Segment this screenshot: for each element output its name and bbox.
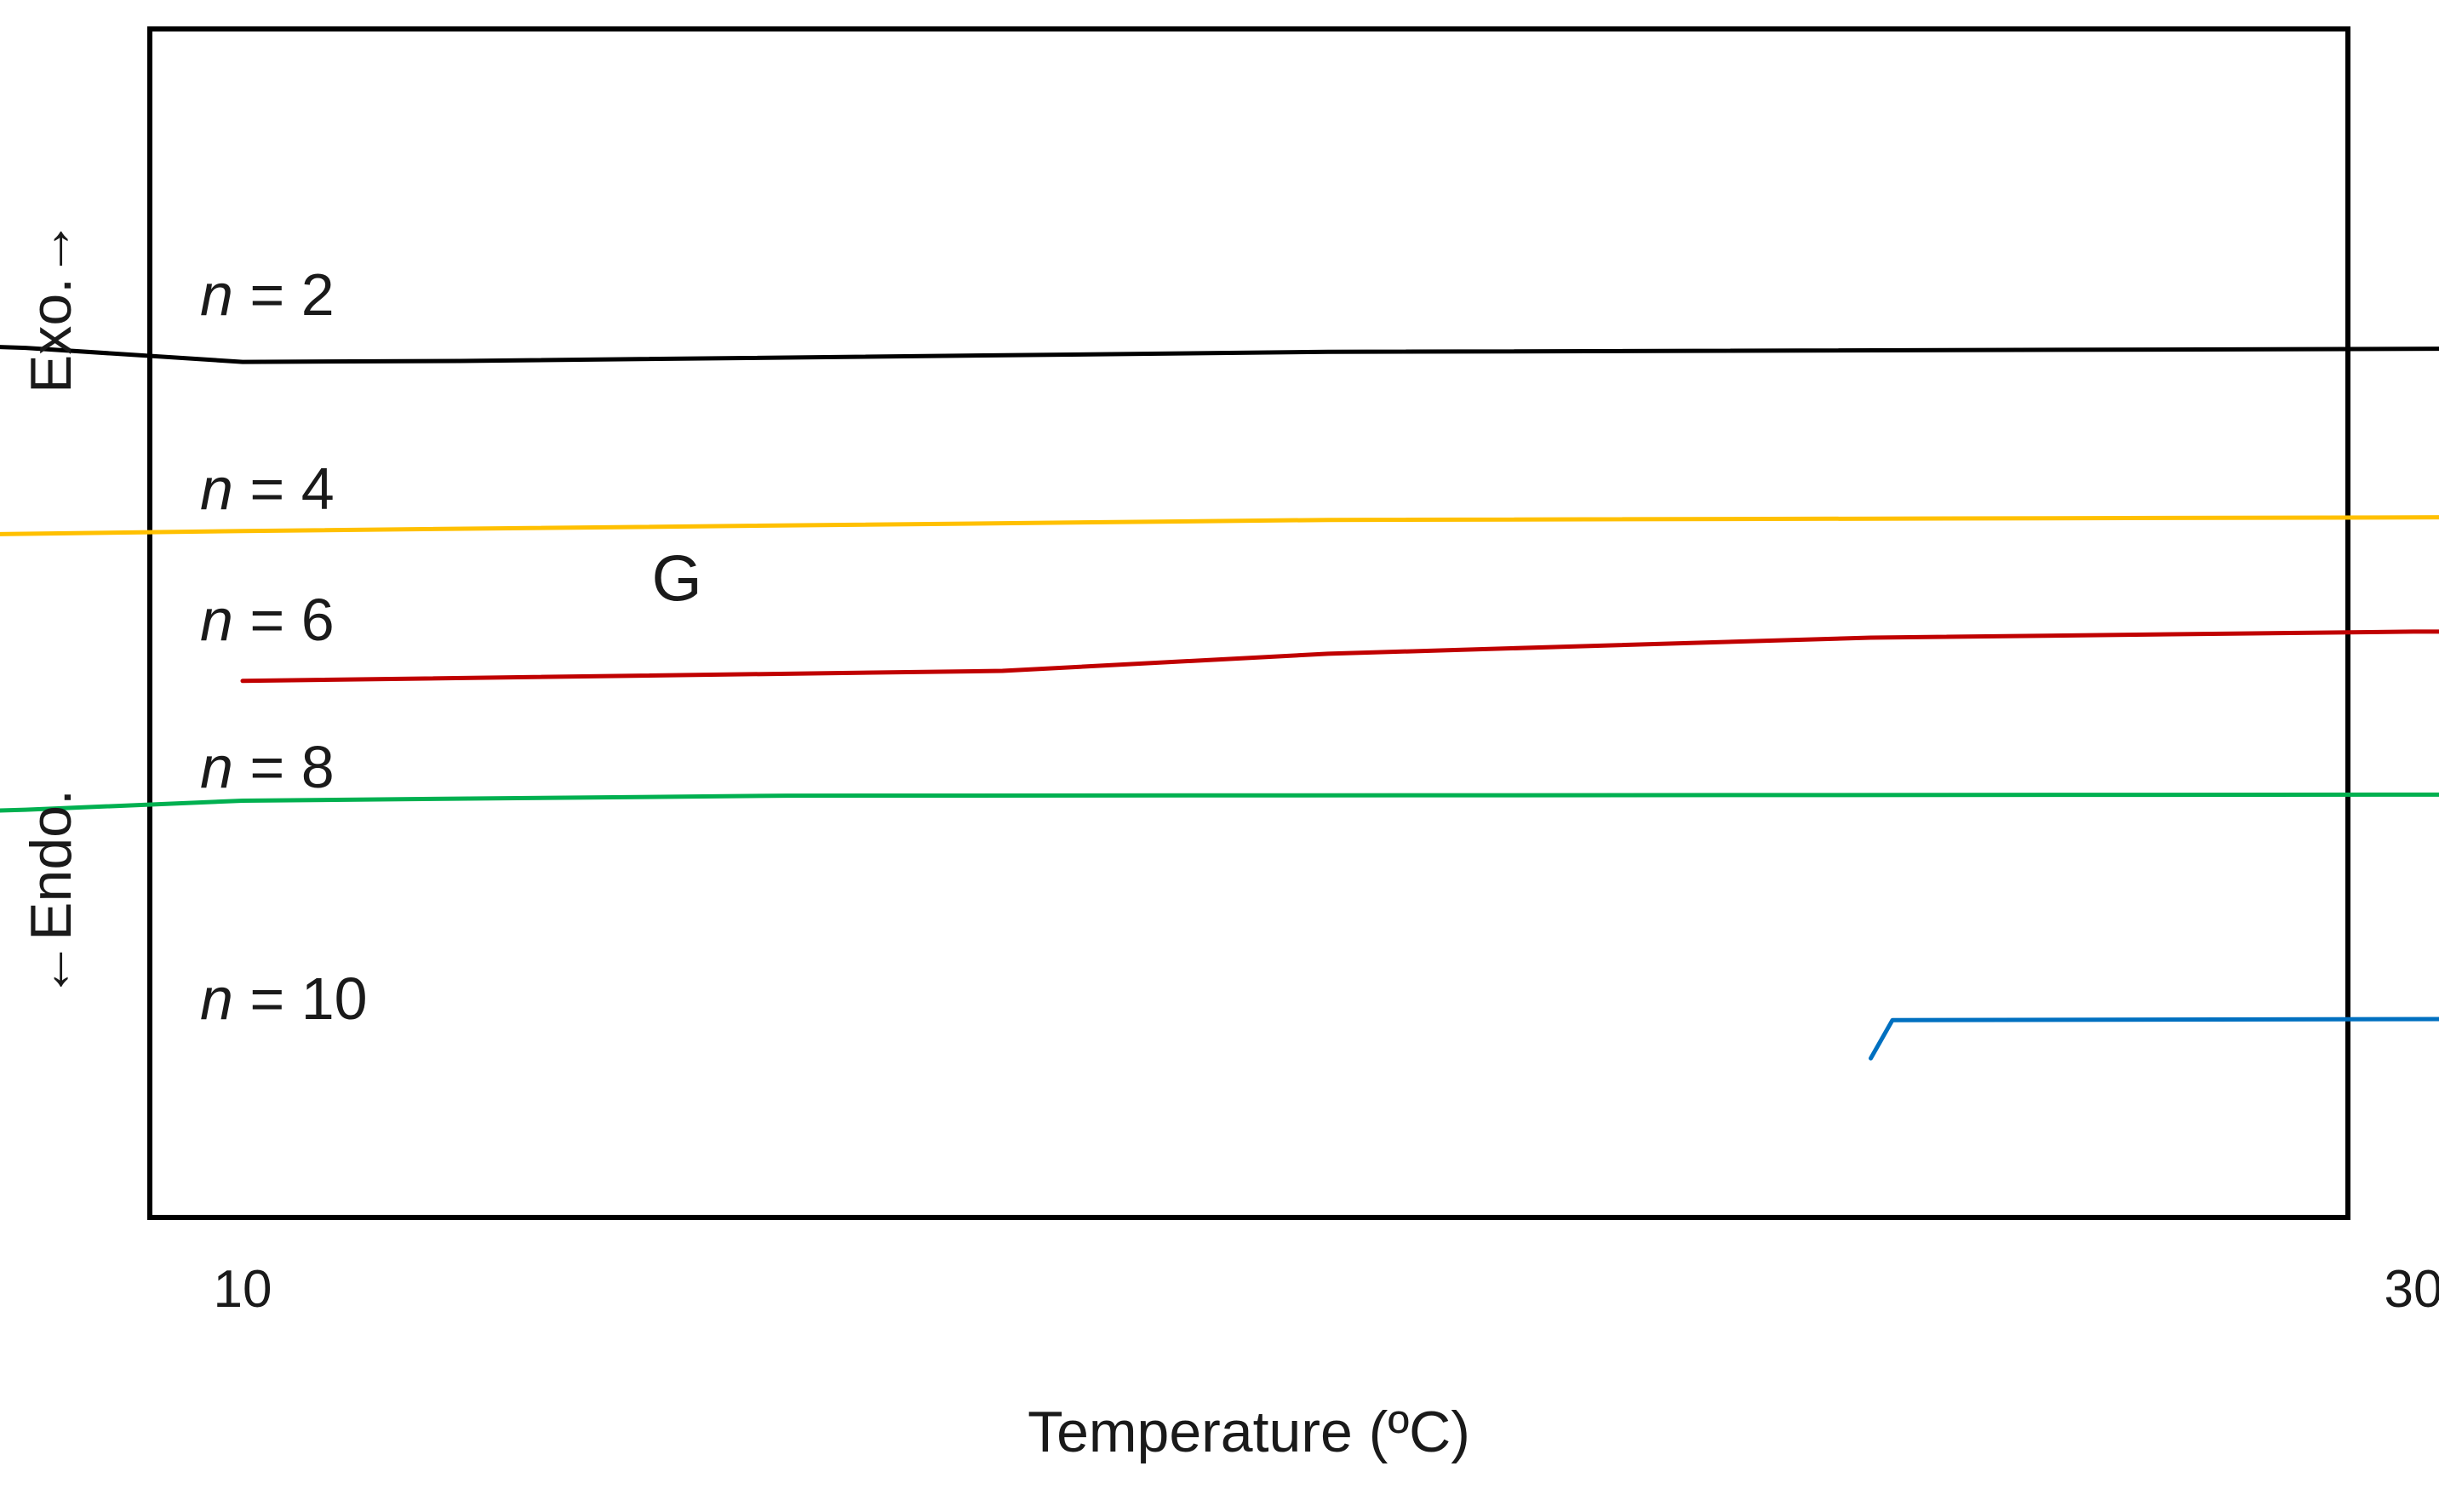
series-label-value: = 2 (233, 261, 335, 328)
series-label-value: = 8 (233, 734, 335, 800)
series-label-value: = 6 (233, 587, 335, 653)
y-axis-label-exo: Exo.→ (19, 220, 83, 393)
series-label-variable: n (200, 965, 233, 1032)
x-axis-label: Temperature (ºC) (1028, 1400, 1470, 1464)
series-label: n = 2 (200, 261, 335, 328)
series-label-value: = 4 (233, 455, 335, 522)
series-label-variable: n (200, 261, 233, 328)
x-axis-ticks: -101030507090110130150170190 (214, 1260, 2439, 1319)
x-tick-label: 10 (214, 1260, 272, 1319)
series-layer (0, 345, 2439, 1061)
series-label: n = 10 (200, 965, 368, 1032)
series-line-n-4 (0, 515, 2439, 536)
series-label-variable: n (200, 734, 233, 800)
series-label: n = 8 (200, 734, 335, 800)
series-label-variable: n (200, 587, 233, 653)
phase-label: G (651, 542, 701, 615)
plot-frame (147, 26, 2350, 1220)
series-label: n = 6 (200, 587, 335, 653)
series-label-variable: n (200, 455, 233, 522)
plot-area (147, 26, 2350, 1220)
series-name-layer: n = 2n = 4n = 6n = 8n = 10 (200, 261, 368, 1032)
series-line-n-8 (0, 792, 2439, 813)
series-label-value: = 10 (233, 965, 368, 1032)
series-line-n-6 (240, 629, 2439, 684)
series-line-n-2 (0, 345, 2439, 364)
x-tick-label: 30 (2385, 1260, 2439, 1319)
y-axis-label-endo: ←Endo. (19, 789, 83, 999)
series-label: n = 4 (200, 455, 335, 522)
annotation-layer: CrNIsoCrIsoGNIsoGNIsoCrNIsoNTBNTBNTBLiq.… (651, 542, 701, 615)
